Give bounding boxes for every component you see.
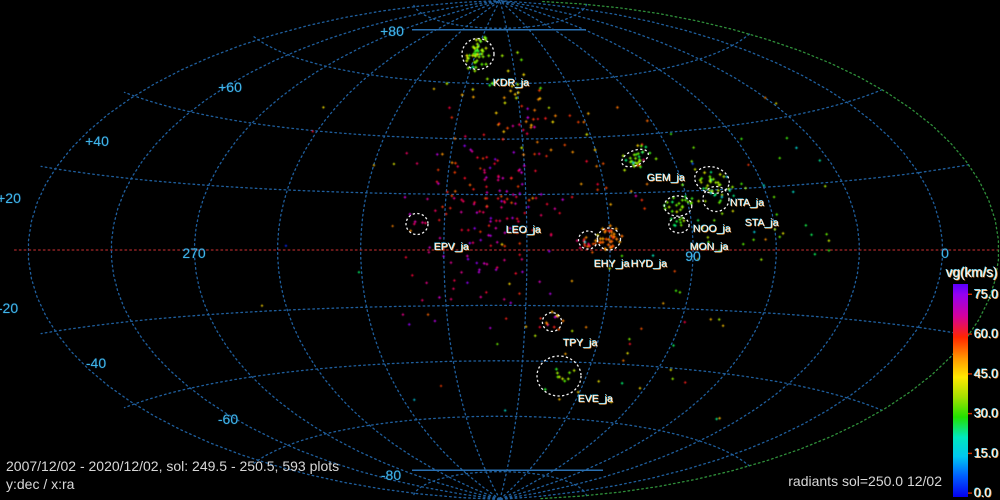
svg-text:+60: +60 xyxy=(218,79,242,95)
svg-text:+40: +40 xyxy=(85,133,109,149)
svg-text:NOO_ja: NOO_ja xyxy=(693,223,731,235)
svg-text:60.0: 60.0 xyxy=(974,327,998,341)
svg-text:-60: -60 xyxy=(218,411,238,427)
svg-text:-40: -40 xyxy=(86,355,106,371)
svg-text:270: 270 xyxy=(182,245,206,261)
svg-text:LEO_ja: LEO_ja xyxy=(506,224,541,236)
svg-text:0.0: 0.0 xyxy=(974,486,991,500)
svg-text:radiants sol=250.0 12/02: radiants sol=250.0 12/02 xyxy=(788,473,942,489)
svg-text:vg(km/s): vg(km/s) xyxy=(946,265,998,280)
svg-text:2007/12/02 - 2020/12/02, sol:: 2007/12/02 - 2020/12/02, sol: 249.5 - 25… xyxy=(6,458,339,474)
svg-text:75.0: 75.0 xyxy=(974,287,998,301)
svg-text:-80: -80 xyxy=(381,467,401,483)
svg-text:HYD_ja: HYD_ja xyxy=(631,258,667,270)
svg-text:EHY_ja: EHY_ja xyxy=(594,258,630,270)
svg-text:EPV_ja: EPV_ja xyxy=(434,241,469,253)
svg-text:30.0: 30.0 xyxy=(974,407,998,421)
svg-text:GEM_ja: GEM_ja xyxy=(647,172,685,184)
svg-text:+20: +20 xyxy=(0,190,21,206)
svg-text:KDR_ja: KDR_ja xyxy=(493,77,529,89)
svg-text:0: 0 xyxy=(941,245,949,261)
svg-text:90: 90 xyxy=(685,248,701,264)
svg-text:TPY_ja: TPY_ja xyxy=(563,337,598,349)
svg-text:-20: -20 xyxy=(0,300,18,316)
svg-text:EVE_ja: EVE_ja xyxy=(578,393,613,405)
svg-text:STA_ja: STA_ja xyxy=(745,217,779,229)
svg-text:NTA_ja: NTA_ja xyxy=(730,197,764,209)
svg-text:+80: +80 xyxy=(380,23,404,39)
svg-text:45.0: 45.0 xyxy=(974,367,998,381)
svg-text:y:dec / x:ra: y:dec / x:ra xyxy=(6,476,75,492)
svg-text:15.0: 15.0 xyxy=(974,446,998,460)
